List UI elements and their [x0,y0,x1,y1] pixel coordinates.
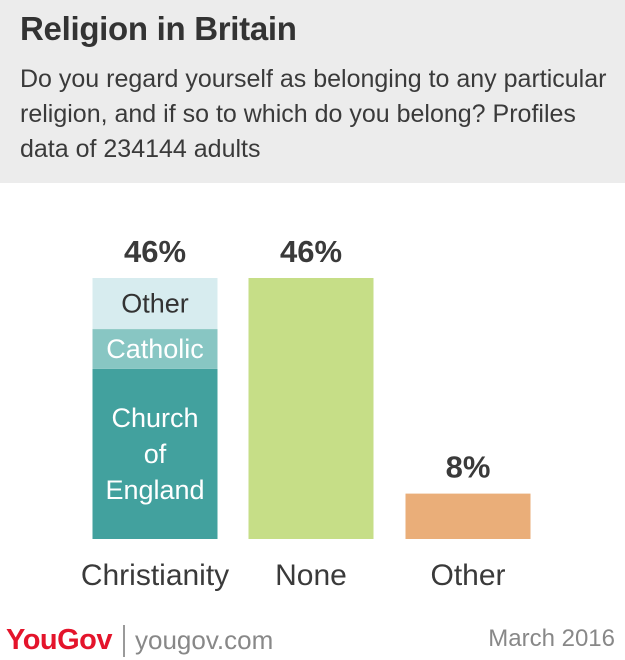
header: Religion in Britain Do you regard yourse… [0,0,625,183]
chart-subtitle: Do you regard yourself as belonging to a… [20,65,607,163]
category-label: Christianity [81,559,229,592]
value-label: 46% [280,234,342,269]
footer-separator [123,625,125,657]
bar-segment-2-0 [405,493,531,539]
segment-label: Catholic [106,334,204,364]
value-label: 46% [124,234,186,269]
value-label: 8% [446,450,491,485]
segment-label: Church [111,403,198,433]
bar-segment-0-0 [92,368,218,539]
footer-date: March 2016 [488,625,615,652]
bar-segment-0-1 [92,329,218,369]
bar-segment-1-0 [248,278,374,539]
category-label: Other [430,559,505,592]
category-label: None [275,559,347,592]
segment-label: Other [121,289,189,319]
bar-segment-0-2 [92,278,218,330]
chart-title: Religion in Britain [20,10,297,47]
bar-chart: Church of England Catholic Other 46% Christian… [81,234,531,592]
segment-label: England [105,475,204,505]
yougov-logo: YouGov [6,624,113,656]
footer-url: yougov.com [135,625,274,655]
segment-label: of [144,439,167,469]
